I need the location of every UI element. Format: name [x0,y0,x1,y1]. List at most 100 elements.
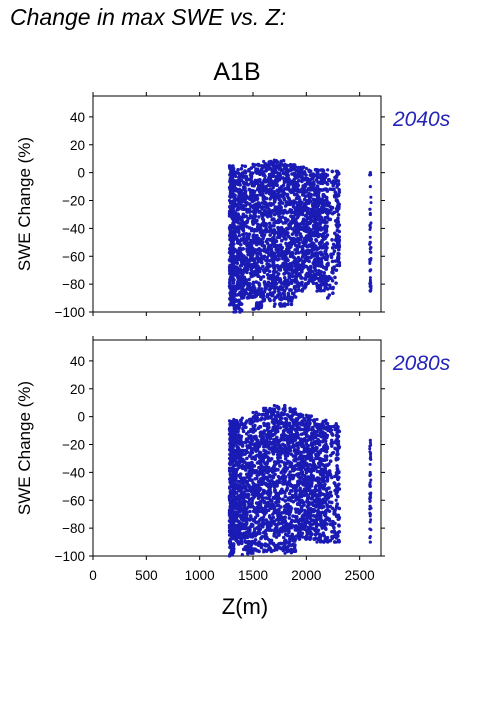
data-point [274,277,279,281]
x-tick-label: 500 [135,568,158,583]
data-point [289,424,294,429]
data-point [231,253,235,258]
data-point [236,256,241,261]
data-point [256,442,260,446]
data-point [229,237,233,242]
data-point [269,203,273,208]
data-point [329,255,334,259]
data-point [232,223,236,228]
data-point [285,413,289,417]
data-point [268,473,272,478]
data-point [292,458,297,463]
data-point [276,467,280,472]
data-point [288,254,293,259]
data-point [271,512,275,516]
x-tick-label: 2500 [345,568,375,583]
data-point [317,263,321,268]
data-point [229,181,234,185]
data-point [286,281,291,285]
data-point [239,166,244,171]
period-label: 2040s [392,108,451,131]
data-point [270,217,274,222]
data-point [265,267,270,272]
data-point [247,529,252,533]
data-point [298,273,302,277]
data-point [307,216,312,221]
data-point [285,482,290,487]
data-point [310,184,314,189]
data-point [276,474,281,479]
data-point [256,274,261,279]
data-point [243,263,248,268]
data-point [249,176,253,180]
data-point [300,454,305,459]
data-point [256,460,261,465]
data-point [274,175,279,180]
data-point [282,196,286,200]
data-point [239,451,243,456]
data-point [265,422,270,427]
data-point [254,469,258,473]
data-point [288,440,293,445]
data-point [253,530,257,535]
data-point [244,232,249,236]
data-point [241,490,245,494]
data-point [284,488,289,493]
data-point [290,419,295,423]
data-point [283,259,288,263]
data-point [272,267,277,271]
data-point [267,172,272,177]
data-point [265,461,269,466]
data-point [283,296,288,301]
data-point [293,548,297,552]
data-point [251,496,256,500]
data-point [300,269,304,274]
data-point [333,275,337,280]
y-tick-label: −40 [62,221,85,236]
data-point [258,504,263,509]
data-point [245,456,249,461]
data-point [278,449,283,453]
data-point [329,276,333,281]
data-point [335,200,340,204]
data-point [284,270,289,275]
data-point [243,468,248,472]
data-point [276,407,281,411]
data-point [294,269,299,273]
data-point [269,432,274,437]
data-point [237,274,242,279]
data-point [241,171,245,175]
data-point [228,515,233,520]
data-point [287,540,291,545]
data-point [320,246,325,250]
data-point [277,443,282,447]
data-point [368,241,372,245]
data-point [313,268,318,273]
data-point [281,291,285,296]
data-point [283,220,288,225]
data-point [283,541,288,546]
data-point [228,544,233,549]
data-point [252,257,256,262]
data-point [246,237,251,241]
data-point [276,410,280,415]
data-point [284,285,289,289]
data-point [294,259,299,264]
data-point [299,227,303,231]
data-point [325,257,329,262]
data-point [368,276,372,280]
data-point [304,255,309,260]
data-point [290,274,295,279]
data-point [369,268,373,272]
data-point [248,264,252,269]
data-point [252,210,257,215]
data-point [296,165,301,170]
y-tick-label: −60 [62,493,85,508]
data-point [248,215,253,220]
data-point [297,170,302,175]
data-point [334,268,339,272]
data-point [275,160,280,164]
data-point [272,440,277,445]
data-point [307,201,311,205]
data-point [257,170,261,175]
